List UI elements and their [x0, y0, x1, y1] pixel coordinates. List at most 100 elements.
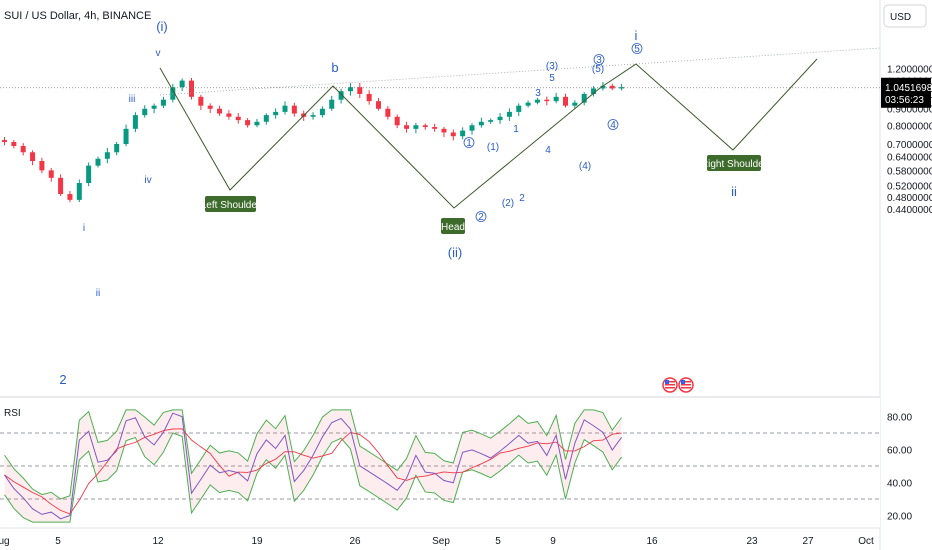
resistance-trendline[interactable] — [159, 47, 881, 96]
candle-body — [460, 130, 466, 137]
candle-body — [563, 96, 568, 106]
candle-body — [497, 116, 503, 121]
rsi-label: RSI — [4, 408, 21, 419]
candle-body — [58, 177, 64, 195]
candle-body — [357, 87, 363, 94]
candle-body — [534, 99, 540, 103]
time-tick: ug — [0, 536, 10, 547]
bar-countdown: 03:56:23 — [885, 95, 924, 106]
candle-body — [160, 99, 166, 106]
wave-circle — [475, 211, 487, 222]
candle-body — [179, 80, 185, 88]
chart-title: SUI / US Dollar, 4h, BINANCE — [4, 10, 151, 22]
candle-body — [572, 102, 578, 106]
rsi-tick: 40.00 — [887, 479, 912, 490]
candle-body — [104, 152, 110, 159]
candle-body — [591, 88, 597, 94]
wave-label: 2 — [59, 372, 66, 387]
wave-circle — [593, 54, 605, 65]
wave-label: (ii) — [448, 245, 462, 260]
candle-body — [609, 85, 615, 89]
flag-icon[interactable] — [662, 377, 678, 393]
candle-body — [506, 111, 512, 117]
candle-body — [422, 125, 428, 128]
candle-body — [291, 105, 297, 114]
candle-body — [2, 140, 7, 143]
candle-body — [95, 158, 101, 166]
wave-label: 1 — [513, 124, 519, 135]
candle-body — [310, 115, 316, 117]
wave-label: 5 — [549, 73, 555, 84]
candle-body — [347, 87, 353, 92]
wave-label: (1) — [487, 142, 499, 153]
rsi-line — [4, 412, 623, 520]
currency-label: USD — [890, 12, 911, 23]
candle-body — [516, 105, 522, 112]
candle-body — [263, 115, 269, 122]
candle-body — [329, 99, 335, 109]
candle-body — [273, 111, 279, 116]
candle-body — [366, 93, 372, 102]
wave-label: 2 — [478, 212, 484, 223]
pattern-tag-box — [707, 155, 761, 171]
rsi-upper-band — [4, 409, 623, 500]
candle-body — [376, 101, 381, 109]
candle-body — [48, 170, 54, 178]
candle-body — [254, 121, 260, 126]
candle-body — [235, 116, 241, 121]
candle-body — [217, 108, 223, 114]
candle-body — [76, 183, 82, 200]
wave-label: 3 — [535, 88, 541, 99]
time-tick: 19 — [251, 536, 263, 547]
current-price-value: 1.04516984 — [885, 83, 932, 94]
candle-body — [30, 152, 36, 162]
rsi-pane[interactable] — [0, 398, 880, 528]
candle-body — [525, 102, 531, 106]
wave-label: (3) — [546, 61, 558, 72]
candle-body — [170, 87, 176, 100]
candle-body — [441, 128, 447, 133]
candle-body — [142, 108, 148, 116]
time-axis[interactable]: ug 5 12 19 26 Sep 5 9 16 23 27 Oct — [0, 527, 880, 547]
time-tick: 26 — [349, 536, 361, 547]
wave-circle — [631, 43, 643, 54]
wave-label: 1 — [466, 138, 472, 149]
drawings — [159, 47, 881, 209]
rsi-lower-band — [4, 432, 623, 523]
currency-button[interactable]: USD — [883, 4, 927, 28]
price-pane[interactable] — [0, 0, 880, 397]
time-tick: 9 — [550, 536, 556, 547]
candle-body — [67, 194, 73, 200]
time-tick: 23 — [746, 536, 758, 547]
candle-body — [189, 80, 194, 97]
price-tick: 0.44000000 — [887, 205, 932, 216]
candle-body — [553, 96, 559, 102]
candle-body — [151, 105, 157, 109]
wave-label: (4) — [579, 161, 591, 172]
flag-icon[interactable] — [678, 377, 694, 393]
candle-body — [132, 115, 138, 129]
candle-body — [338, 91, 344, 100]
candle-body — [478, 121, 484, 126]
wave-label: ii — [731, 184, 737, 199]
candle-body — [207, 105, 213, 109]
wave-label: iv — [144, 175, 151, 186]
rsi-tick: 80.00 — [887, 413, 912, 424]
candle-body — [432, 127, 438, 129]
pattern-path[interactable] — [159, 58, 818, 209]
rsi-indicator: 80.00 60.00 40.00 20.00 — [0, 409, 912, 523]
time-tick: 5 — [55, 536, 61, 547]
wave-label: ii — [96, 288, 100, 299]
candle-body — [600, 85, 606, 89]
price-axis[interactable]: 1.200000001.100000001.000000000.90000000… — [0, 64, 932, 216]
rsi-tick: 20.00 — [887, 512, 912, 523]
pattern-tag: Left Shoulder — [201, 200, 261, 211]
